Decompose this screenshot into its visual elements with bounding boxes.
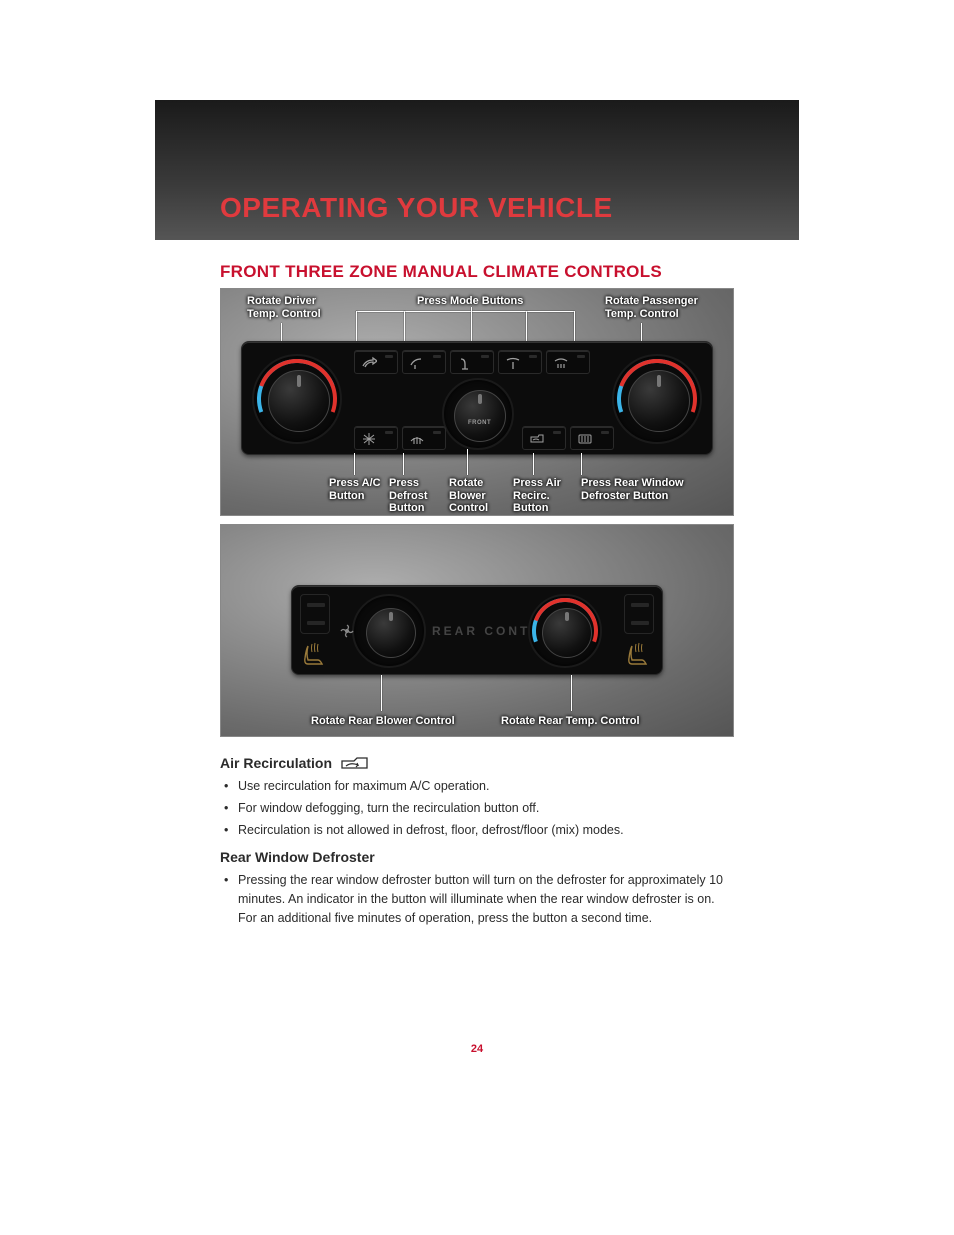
heated-seat-left-icon[interactable] <box>300 640 330 670</box>
list-item: Pressing the rear window defroster butto… <box>220 871 734 927</box>
page-title: OPERATING YOUR VEHICLE <box>220 192 613 224</box>
climate-panel-rear: REAR CONTROL <box>291 585 663 675</box>
callout-passenger-temp: Rotate Passenger Temp. Control <box>605 295 698 320</box>
fan-icon <box>340 624 354 638</box>
driver-temp-knob[interactable] <box>268 370 330 432</box>
leader-line <box>381 675 382 711</box>
rear-blower-knob[interactable] <box>366 608 416 658</box>
mode-button-panel[interactable] <box>354 350 398 374</box>
right-rocker[interactable] <box>624 594 654 634</box>
section-heading: FRONT THREE ZONE MANUAL CLIMATE CONTROLS <box>220 262 734 282</box>
front-defrost-icon <box>409 432 425 446</box>
vent-mix-icon <box>505 356 521 370</box>
list-item: For window defogging, turn the recircula… <box>220 799 734 818</box>
mode-button-defrost-floor[interactable] <box>546 350 590 374</box>
callout-recirc: Press Air Recirc. Button <box>513 477 561 515</box>
blower-knob[interactable] <box>454 390 506 442</box>
content-area: FRONT THREE ZONE MANUAL CLIMATE CONTROLS… <box>220 262 734 931</box>
page-number: 24 <box>0 1043 954 1055</box>
recirc-button[interactable] <box>522 426 566 450</box>
air-recirculation-bullets: Use recirculation for maximum A/C operat… <box>220 777 734 839</box>
mode-button-bilevel[interactable] <box>402 350 446 374</box>
defrost-button[interactable] <box>402 426 446 450</box>
rear-defroster-heading: Rear Window Defroster <box>220 849 734 865</box>
mode-button-floor[interactable] <box>450 350 494 374</box>
callout-blower: Rotate Blower Control <box>449 477 488 515</box>
callout-defrost: Press Defrost Button <box>389 477 428 515</box>
leader-line <box>533 453 534 475</box>
heated-seat-right-icon[interactable] <box>624 640 654 670</box>
ac-button[interactable] <box>354 426 398 450</box>
snowflake-icon <box>361 432 377 446</box>
callout-driver-temp: Rotate Driver Temp. Control <box>247 295 321 320</box>
leader-line <box>356 311 574 312</box>
rear-defrost-button[interactable] <box>570 426 614 450</box>
figure-rear-climate: REAR CONTROL Rotate Rear Blower Control … <box>220 524 734 737</box>
passenger-temp-knob-well <box>612 354 702 444</box>
rear-defroster-heading-text: Rear Window Defroster <box>220 849 375 865</box>
rear-temp-knob[interactable] <box>542 608 592 658</box>
vent-floor-icon <box>457 356 473 370</box>
callout-rear-blower: Rotate Rear Blower Control <box>311 715 455 728</box>
leader-line <box>354 453 355 475</box>
vent-panel-icon <box>361 356 377 370</box>
rear-blower-knob-well <box>352 594 426 668</box>
header-band: OPERATING YOUR VEHICLE <box>155 100 799 240</box>
vent-bilevel-icon <box>409 356 425 370</box>
air-recirculation-heading: Air Recirculation <box>220 755 734 771</box>
mode-button-mix[interactable] <box>498 350 542 374</box>
driver-temp-knob-well <box>252 354 342 444</box>
callout-rear-defrost: Press Rear Window Defroster Button <box>581 477 684 502</box>
list-item: Recirculation is not allowed in defrost,… <box>220 821 734 840</box>
front-label: FRONT <box>468 420 491 426</box>
rear-temp-knob-well <box>528 594 602 668</box>
rear-defroster-bullets: Pressing the rear window defroster butto… <box>220 871 734 927</box>
recirc-icon <box>529 432 545 446</box>
leader-line <box>403 453 404 475</box>
air-recirculation-heading-text: Air Recirculation <box>220 755 332 771</box>
climate-panel-front: FRONT <box>241 341 713 455</box>
list-item: Use recirculation for maximum A/C operat… <box>220 777 734 796</box>
passenger-temp-knob[interactable] <box>628 370 690 432</box>
recirc-icon <box>340 755 370 771</box>
callout-rear-temp: Rotate Rear Temp. Control <box>501 715 640 728</box>
vent-defrost-floor-icon <box>553 356 569 370</box>
callout-ac: Press A/C Button <box>329 477 381 502</box>
leader-line <box>571 675 572 711</box>
leader-line <box>581 453 582 475</box>
callout-mode-buttons: Press Mode Buttons <box>417 295 523 308</box>
leader-line <box>467 449 468 475</box>
left-rocker[interactable] <box>300 594 330 634</box>
blower-knob-well <box>442 378 514 450</box>
rear-defrost-icon <box>577 432 593 446</box>
figure-front-climate: Rotate Driver Temp. Control Press Mode B… <box>220 288 734 516</box>
